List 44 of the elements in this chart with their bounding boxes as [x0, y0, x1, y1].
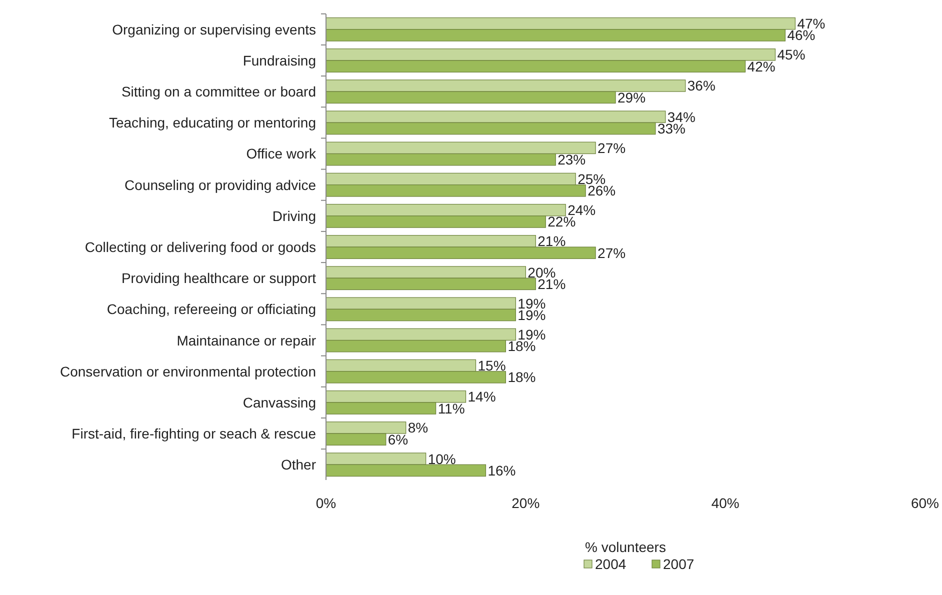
- data-label: 16%: [488, 462, 516, 478]
- data-label: 22%: [548, 214, 576, 230]
- y-tick-label: Counseling or providing advice: [124, 176, 316, 193]
- y-tick-label: Other: [280, 456, 316, 473]
- data-label: 19%: [518, 295, 546, 312]
- y-tick-label: Providing healthcare or support: [121, 270, 316, 286]
- x-tick-label: 20%: [512, 495, 540, 511]
- data-label: 23%: [558, 152, 586, 168]
- legend-label: 2004: [595, 556, 626, 572]
- data-label: 8%: [408, 420, 428, 436]
- legend-label: 2007: [663, 556, 694, 572]
- y-tick-label: Collecting or delivering food or goods: [84, 239, 316, 255]
- data-label: 45%: [777, 46, 806, 63]
- data-label: 14%: [468, 388, 496, 405]
- y-tick-label: Organizing or supervising events: [112, 21, 316, 38]
- data-label: 10%: [428, 450, 456, 467]
- data-label: 6%: [388, 431, 408, 448]
- y-tick-label: Sitting on a committee or board: [121, 84, 316, 100]
- data-label: 34%: [667, 108, 696, 125]
- data-label: 29%: [618, 89, 646, 106]
- y-tick-label: First-aid, fire-fighting or seach & rescue: [72, 426, 316, 442]
- data-label: 19%: [518, 326, 546, 342]
- y-tick-label: Teaching, educating or mentoring: [108, 114, 316, 131]
- x-tick-label: 40%: [711, 495, 740, 511]
- data-label: 42%: [747, 58, 776, 74]
- data-label: 20%: [528, 264, 556, 280]
- y-tick-label: Office work: [246, 146, 317, 162]
- x-axis-title: % volunteers: [585, 539, 666, 555]
- x-tick-label: 0%: [316, 495, 336, 511]
- x-tick-label: 60%: [910, 495, 940, 511]
- y-tick-label: Fundraising: [242, 52, 316, 68]
- y-tick-label: Maintainance or repair: [176, 332, 316, 348]
- data-label: 27%: [598, 244, 626, 261]
- data-label: 46%: [787, 27, 816, 44]
- y-tick-label: Canvassing: [242, 394, 316, 410]
- y-tick-label: Driving: [272, 208, 316, 224]
- y-tick-label: Conservation or environmental protection: [60, 363, 316, 380]
- data-label: 36%: [687, 78, 716, 94]
- data-label: 15%: [478, 358, 506, 374]
- data-label: 11%: [438, 400, 465, 416]
- data-label: 18%: [508, 369, 536, 386]
- y-tick-label: Coaching, refereeing or officiating: [106, 301, 316, 318]
- data-label: 27%: [598, 140, 626, 156]
- data-label: 21%: [538, 233, 566, 250]
